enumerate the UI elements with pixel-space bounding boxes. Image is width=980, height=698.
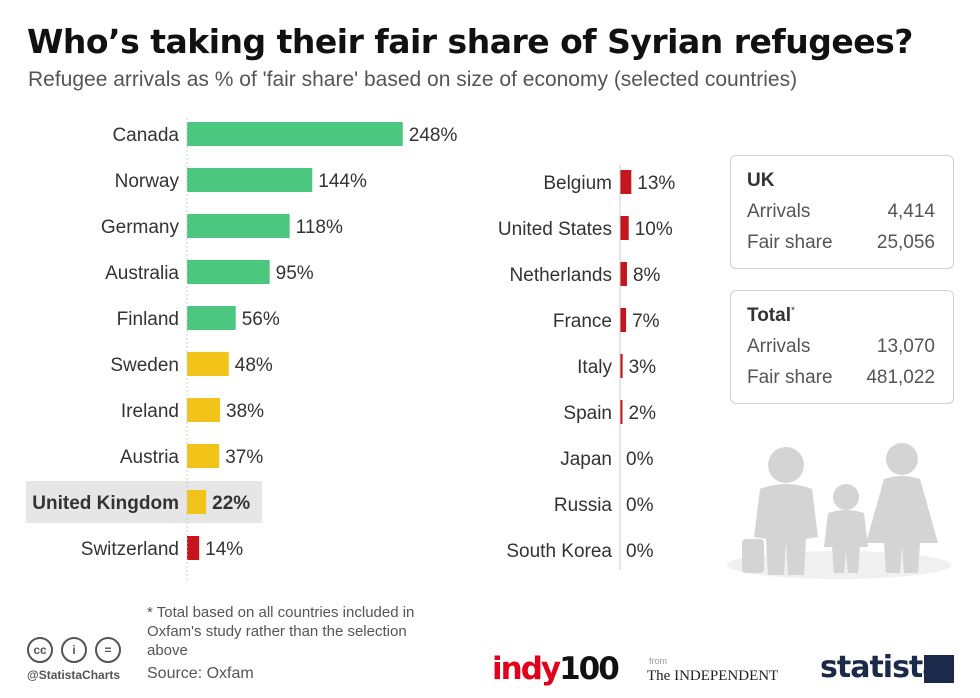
total-arrivals-row: Arrivals 13,070 [747,336,935,358]
category-label-united-kingdom: United Kingdom [32,493,179,514]
category-label-united-states: United States [498,219,612,240]
statista-logo-mark-icon [924,655,954,683]
total-box: Total* Arrivals 13,070 Fair share 481,02… [730,290,954,404]
value-label-belgium: 13% [637,173,675,194]
category-label-germany: Germany [101,217,180,238]
bar-finland [187,306,236,330]
no-derivatives-icon: = [95,637,121,663]
category-label-finland: Finland [117,309,179,330]
uk-fair-share-row: Fair share 25,056 [747,232,935,254]
value-label-austria: 37% [225,447,263,468]
uk-arrivals-label: Arrivals [747,201,811,222]
highlight-band-united-kingdom [26,481,262,523]
category-label-ireland: Ireland [121,401,179,422]
bar-belgium [620,170,632,194]
category-label-belgium: Belgium [543,173,612,194]
category-label-italy: Italy [577,357,612,378]
category-label-netherlands: Netherlands [510,265,612,286]
value-label-norway: 144% [318,171,367,192]
category-label-sweden: Sweden [110,355,179,376]
category-label-australia: Australia [105,263,179,284]
value-label-japan: 0% [626,449,654,470]
value-label-canada: 248% [409,125,458,146]
value-label-ireland: 38% [226,401,264,422]
uk-fair-share-label: Fair share [747,232,833,253]
total-arrivals-value: 13,070 [876,336,935,357]
category-label-norway: Norway [115,171,180,192]
total-fair-share-value: 481,022 [866,367,935,388]
chart-title: Who’s taking their fair share of Syrian … [27,22,913,61]
indy100-logo[interactable]: indy100 [492,651,620,687]
uk-arrivals-row: Arrivals 4,414 [747,201,935,223]
value-label-australia: 95% [276,263,314,284]
category-label-austria: Austria [120,447,180,468]
value-label-russia: 0% [626,495,654,516]
attribution-icon: i [61,637,87,663]
total-heading-text: Total [747,305,791,326]
value-label-italy: 3% [629,357,657,378]
total-arrivals-label: Arrivals [747,336,811,357]
value-label-united-states: 10% [635,219,673,240]
value-label-spain: 2% [629,403,657,424]
value-label-united-kingdom: 22% [212,493,250,514]
value-label-sweden: 48% [235,355,273,376]
total-box-heading: Total* [747,305,795,327]
uk-arrivals-value: 4,414 [887,201,935,222]
bar-norway [187,168,313,192]
chart-subtitle: Refugee arrivals as % of 'fair share' ba… [28,68,798,91]
category-label-south-korea: South Korea [506,541,612,562]
bar-australia [187,260,270,284]
source-note: Source: Oxfam [147,665,254,682]
category-label-france: France [553,311,612,332]
value-label-netherlands: 8% [633,265,661,286]
refugee-family-icon [727,443,951,579]
category-label-russia: Russia [554,495,613,516]
category-label-japan: Japan [560,449,612,470]
bar-united-states [620,216,629,240]
bar-canada [187,122,403,146]
statista-charts-handle: @StatistaCharts [27,668,121,682]
indy-logo-text: indy [492,651,561,687]
bar-spain [620,400,623,424]
total-footnote-marker: * [790,305,795,317]
bar-italy [620,354,623,378]
bar-united-kingdom [187,490,207,514]
bar-france [620,308,627,332]
value-label-france: 7% [632,311,660,332]
value-label-germany: 118% [296,217,343,238]
footnote: * Total based on all countries included … [147,604,415,659]
statista-logo[interactable]: statista [820,650,943,685]
creative-commons-icon: cc [27,637,53,663]
value-label-switzerland: 14% [205,539,243,560]
category-label-canada: Canada [112,125,179,146]
bar-germany [187,214,290,238]
value-label-south-korea: 0% [626,541,654,562]
from-label: from [649,656,667,666]
uk-fair-share-value: 25,056 [876,232,935,253]
bar-austria [187,444,220,468]
bar-sweden [187,352,229,376]
value-label-finland: 56% [242,309,280,330]
bar-netherlands [620,262,627,286]
bar-switzerland [187,536,200,560]
total-fair-share-row: Fair share 481,022 [747,367,935,389]
indy-logo-number: 100 [559,651,620,687]
independent-logo[interactable]: The INDEPENDENT [647,668,779,684]
total-fair-share-label: Fair share [747,367,833,388]
uk-box: UK Arrivals 4,414 Fair share 25,056 [730,155,954,269]
bar-ireland [187,398,221,422]
category-label-spain: Spain [563,403,612,424]
uk-box-heading: UK [747,170,775,191]
category-label-switzerland: Switzerland [81,539,179,560]
